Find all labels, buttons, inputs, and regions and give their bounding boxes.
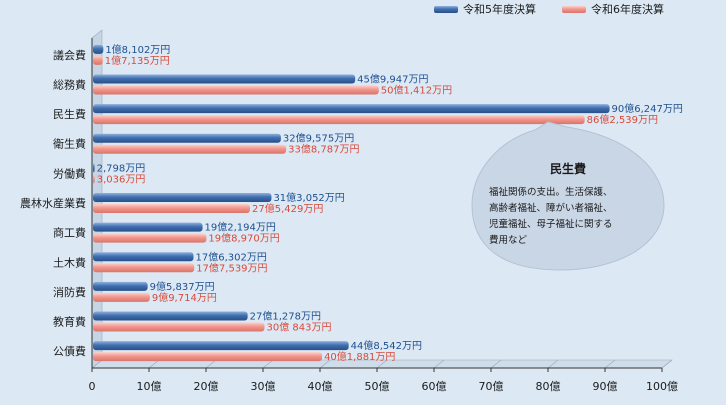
category-label-3: 衛生費 — [53, 137, 86, 151]
value-label-r5-5: 31億3,052万円 — [273, 191, 344, 204]
bar-r5-1 — [93, 74, 356, 84]
category-label-7: 土木費 — [53, 255, 86, 269]
value-label-r5-4: 2,798万円 — [97, 163, 146, 174]
bar-r6-5 — [93, 204, 250, 213]
gridline-9 — [604, 359, 616, 369]
bar-r6-7 — [93, 263, 195, 273]
bubble-shape — [471, 121, 665, 271]
bar-r6-0 — [93, 55, 103, 65]
bubble-line-4: 費用など — [489, 234, 528, 246]
bubble-line-3: 児童福祉、母子福祉に関する — [489, 218, 613, 230]
value-label-r6-3: 33億8,787万円 — [288, 143, 359, 156]
value-label-r5-8: 9億5,837万円 — [150, 280, 215, 293]
bar-r5-7 — [93, 252, 194, 262]
value-label-r5-2: 90億6,247万円 — [612, 102, 683, 115]
value-label-r6-6: 19億8,970万円 — [208, 232, 279, 245]
value-label-r6-7: 17億7,539万円 — [196, 261, 267, 274]
bar-r6-6 — [93, 233, 207, 243]
gridline-5 — [376, 359, 388, 369]
gridlines — [148, 359, 673, 369]
bar-r5-2 — [93, 104, 610, 114]
bar-r5-0 — [93, 44, 104, 54]
bar-r5-3 — [93, 133, 281, 143]
gridline-1 — [148, 359, 160, 369]
bar-r6-3 — [93, 144, 287, 154]
legend-swatch-r5 — [434, 6, 458, 13]
bars — [93, 44, 610, 362]
bar-r6-9 — [93, 322, 265, 332]
bubble-line-1: 福祉関係の支出。生活保護、 — [489, 186, 613, 198]
value-label-r5-6: 19億2,194万円 — [205, 221, 276, 234]
value-label-r6-2: 86億2,539万円 — [587, 113, 658, 126]
gridline-10 — [661, 359, 673, 369]
x-tick-label-6: 60億 — [422, 380, 447, 393]
x-tick-labels: 0 10億 20億 30億 40億 50億 60億 70億 80億 90億 100億 — [89, 368, 678, 393]
annotation-bubble: 民生費 福祉関係の支出。生活保護、 高齢者福祉、障がい者福祉、 児童福祉、母子福… — [471, 121, 665, 271]
value-label-r6-5: 27億5,429万円 — [252, 202, 323, 215]
x-tick-label-0: 0 — [89, 380, 96, 393]
value-label-r5-3: 32億9,575万円 — [283, 132, 354, 145]
bar-r5-4 — [93, 163, 95, 173]
gridline-3 — [262, 359, 274, 369]
bubble-line-2: 高齢者福祉、障がい者福祉、 — [489, 202, 613, 214]
x-tick-label-2: 20億 — [194, 380, 219, 393]
value-label-r5-10: 44億8,542万円 — [351, 339, 422, 352]
value-label-r5-0: 1億8,102万円 — [105, 43, 170, 56]
value-label-r5-7: 17億6,302万円 — [195, 250, 266, 263]
value-label-r6-10: 40億1,881万円 — [324, 350, 395, 363]
category-label-9: 教育費 — [53, 315, 86, 329]
legend-swatch-r6 — [562, 6, 586, 13]
value-label-r6-8: 9億9,714万円 — [152, 291, 217, 304]
bar-r5-9 — [93, 311, 248, 321]
x-tick-label-8: 80億 — [536, 380, 561, 393]
value-label-r6-1: 50億1,412万円 — [381, 83, 452, 96]
bar-r6-1 — [93, 85, 379, 95]
x-tick-label-9: 90億 — [593, 380, 618, 393]
value-label-r6-4: 3,036万円 — [97, 174, 146, 185]
x-tick-label-7: 70億 — [479, 380, 504, 393]
bar-r6-10 — [93, 352, 323, 362]
legend: 令和5年度決算 令和6年度決算 — [434, 2, 664, 16]
value-label-r6-0: 1億7,135万円 — [105, 54, 170, 67]
gridline-6 — [433, 359, 445, 369]
gridline-7 — [490, 359, 502, 369]
legend-label-r5: 令和5年度決算 — [463, 2, 536, 16]
gridline-4 — [319, 359, 331, 369]
category-label-4: 労働費 — [53, 166, 86, 180]
gridline-8 — [547, 359, 559, 369]
category-label-6: 商工費 — [53, 226, 86, 240]
value-label-r6-9: 30億 843万円 — [266, 321, 331, 334]
bar-r6-2 — [93, 115, 585, 125]
category-label-0: 議会費 — [53, 48, 86, 62]
x-tick-label-4: 40億 — [308, 380, 333, 393]
value-label-r5-9: 27億1,278万円 — [250, 310, 321, 323]
bar-r5-8 — [93, 281, 148, 291]
category-label-2: 民生費 — [53, 107, 86, 121]
bar-r5-5 — [93, 193, 272, 202]
bar-r5-10 — [93, 341, 349, 351]
x-tick-label-1: 10億 — [137, 380, 162, 393]
bar-r6-4 — [93, 174, 95, 184]
value-label-r5-1: 45億9,947万円 — [357, 72, 428, 85]
category-label-8: 消防費 — [53, 285, 86, 299]
bar-r6-8 — [93, 292, 150, 302]
x-tick-label-10: 100億 — [646, 380, 678, 393]
legend-label-r6: 令和6年度決算 — [591, 2, 664, 16]
bubble-title: 民生費 — [550, 161, 586, 176]
category-label-5: 農林水産業費 — [20, 196, 86, 210]
category-label-10: 公債費 — [53, 344, 86, 358]
bar-r5-6 — [93, 222, 203, 232]
category-label-1: 総務費 — [53, 77, 86, 91]
gridline-2 — [205, 359, 217, 369]
x-tick-label-3: 30億 — [251, 380, 276, 393]
x-tick-label-5: 50億 — [365, 380, 390, 393]
